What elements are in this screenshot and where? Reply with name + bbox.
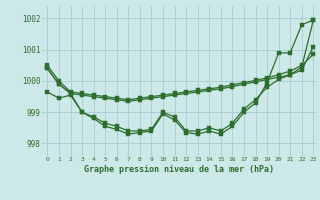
X-axis label: Graphe pression niveau de la mer (hPa): Graphe pression niveau de la mer (hPa) bbox=[84, 165, 274, 174]
